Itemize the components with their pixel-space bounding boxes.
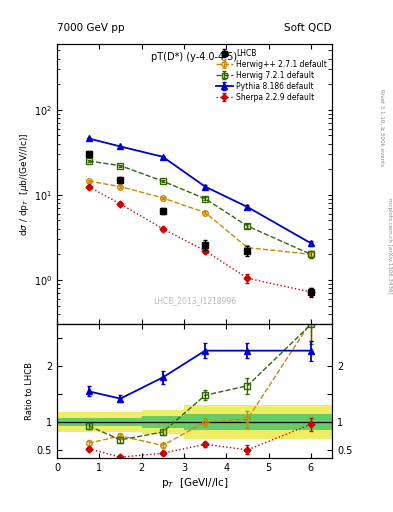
X-axis label: p$_T$  [GeVI//lc]: p$_T$ [GeVI//lc] bbox=[161, 476, 228, 490]
Y-axis label: d$\sigma$ / dp$_T$  [$\mu$b/(GeV//lc)]: d$\sigma$ / dp$_T$ [$\mu$b/(GeV//lc)] bbox=[18, 132, 31, 236]
Text: Soft QCD: Soft QCD bbox=[285, 23, 332, 33]
Y-axis label: Ratio to LHCB: Ratio to LHCB bbox=[25, 362, 34, 420]
Text: pT(D*) (y-4.0-4.5): pT(D*) (y-4.0-4.5) bbox=[151, 52, 238, 62]
Text: Rivet 3.1.10, ≥ 500k events: Rivet 3.1.10, ≥ 500k events bbox=[379, 90, 384, 166]
Text: 7000 GeV pp: 7000 GeV pp bbox=[57, 23, 125, 33]
Text: mcplots.cern.ch [arXiv:1306.3436]: mcplots.cern.ch [arXiv:1306.3436] bbox=[387, 198, 392, 293]
Legend: LHCB, Herwig++ 2.7.1 default, Herwig 7.2.1 default, Pythia 8.186 default, Sherpa: LHCB, Herwig++ 2.7.1 default, Herwig 7.2… bbox=[215, 47, 328, 103]
Text: LHCB_2013_I1218996: LHCB_2013_I1218996 bbox=[153, 296, 236, 305]
